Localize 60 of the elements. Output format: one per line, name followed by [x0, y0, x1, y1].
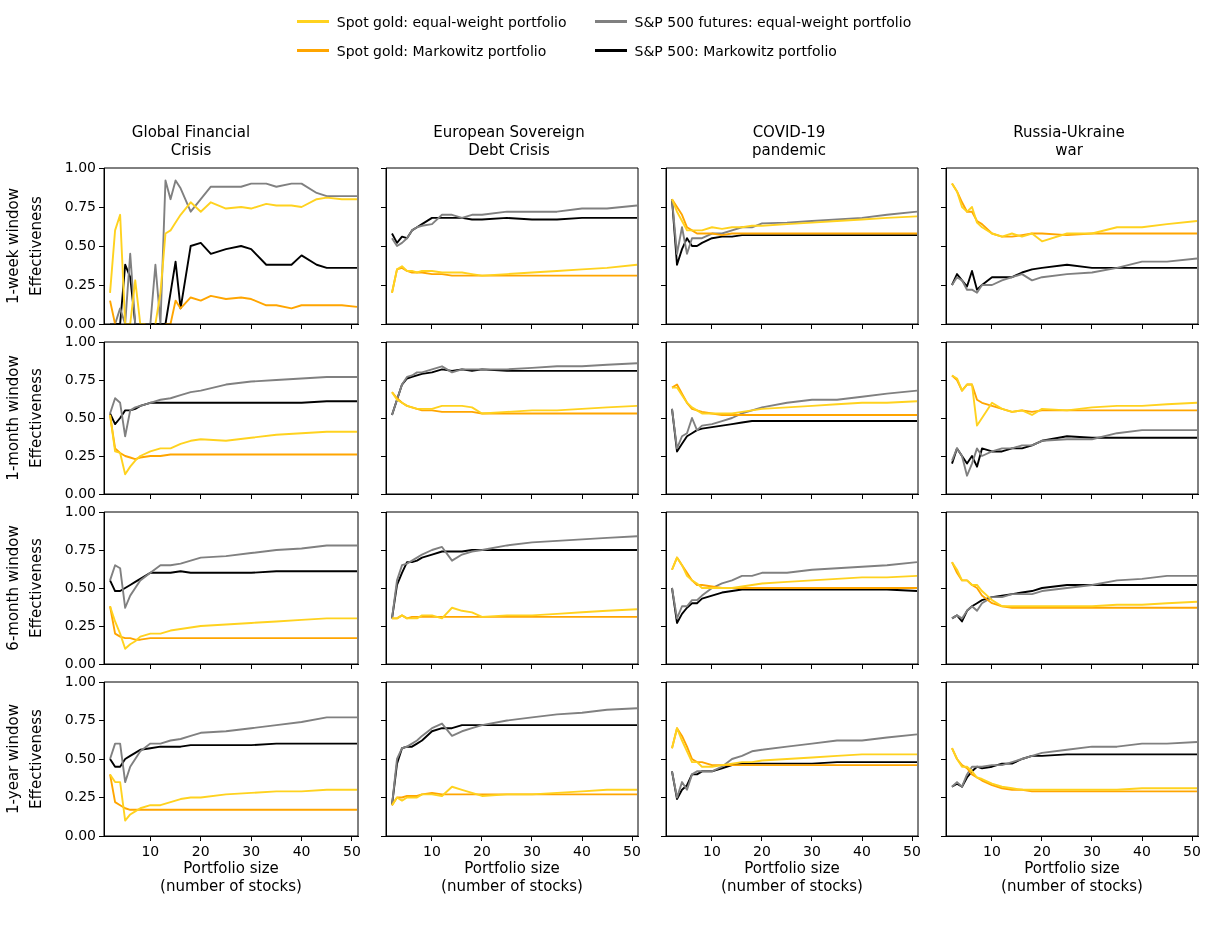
chart-title: European Sovereign Debt Crisis: [433, 122, 585, 159]
x-tick-label: 20: [191, 843, 210, 860]
legend-label: S&P 500: Markowitz portfolio: [634, 42, 837, 59]
y-tick-label: 0.00: [64, 826, 96, 843]
legend-label: Spot gold: Markowitz portfolio: [336, 42, 547, 59]
x-tick-label: 40: [1133, 843, 1151, 860]
x-tick-label: 30: [242, 843, 261, 860]
x-tick-label: 10: [983, 843, 1001, 860]
y-tick-label: 0.50: [64, 236, 96, 253]
x-tick-label: 40: [292, 843, 311, 860]
x-tick-label: 30: [523, 843, 541, 860]
y-tick-label: 0.25: [64, 275, 96, 292]
x-tick-label: 30: [1083, 843, 1101, 860]
y-tick-label: 0.50: [64, 408, 96, 425]
y-axis-title: Effectiveness: [26, 537, 45, 638]
text: 1-year window: [3, 704, 22, 814]
x-tick-label: 10: [423, 843, 441, 860]
x-tick-label: 50: [623, 843, 641, 860]
y-tick-label: 1.00: [64, 672, 96, 689]
text: 1-month window: [3, 355, 22, 481]
x-tick-label: 10: [141, 843, 160, 860]
x-axis-title: Portfolio size (number of stocks): [1001, 858, 1143, 895]
y-tick-label: 0.25: [64, 616, 96, 633]
y-tick-label: 0.75: [64, 711, 96, 728]
y-tick-label: 0.25: [64, 788, 96, 805]
chart-title: Global Financial Crisis: [131, 122, 251, 159]
text: 6-month window: [3, 525, 22, 651]
x-tick-label: 10: [703, 843, 721, 860]
y-tick-label: 0.00: [64, 654, 96, 671]
y-tick-label: 0.00: [64, 484, 96, 501]
x-axis-title: Portfolio size (number of stocks): [441, 858, 583, 895]
x-tick-label: 50: [903, 843, 921, 860]
chart-title: Russia-Ukraine war: [1013, 122, 1125, 159]
x-tick-label: 50: [1183, 843, 1201, 860]
x-tick-label: 20: [753, 843, 771, 860]
chart-title: COVID-19 pandemic: [752, 122, 826, 159]
y-axis-title: Effectiveness: [26, 367, 45, 468]
x-tick-label: 20: [1033, 843, 1051, 860]
y-tick-label: 0.50: [64, 749, 96, 766]
y-tick-label: 1.00: [64, 332, 96, 349]
text: 1-week window: [3, 187, 22, 305]
y-tick-label: 0.75: [64, 540, 96, 557]
x-axis-title: Portfolio size (number of stocks): [721, 858, 863, 895]
y-tick-label: 1.00: [64, 158, 96, 175]
x-tick-label: 40: [853, 843, 871, 860]
y-axis-title: Effectiveness: [26, 708, 45, 809]
y-tick-label: 0.25: [64, 446, 96, 463]
legend-label: S&P 500 futures: equal-weight portfolio: [634, 13, 912, 30]
y-tick-label: 0.50: [64, 578, 96, 595]
y-tick-label: 0.75: [64, 197, 96, 214]
legend-label: Spot gold: equal-weight portfolio: [336, 13, 567, 30]
x-tick-label: 30: [803, 843, 821, 860]
x-axis-title: Portfolio size (number of stocks): [160, 858, 302, 895]
x-tick-label: 40: [573, 843, 591, 860]
y-tick-label: 1.00: [64, 502, 96, 519]
x-tick-label: 50: [343, 843, 361, 860]
y-tick-label: 0.00: [64, 314, 96, 331]
x-tick-label: 20: [473, 843, 491, 860]
y-tick-label: 0.75: [64, 370, 96, 387]
y-axis-title: Effectiveness: [26, 195, 45, 296]
